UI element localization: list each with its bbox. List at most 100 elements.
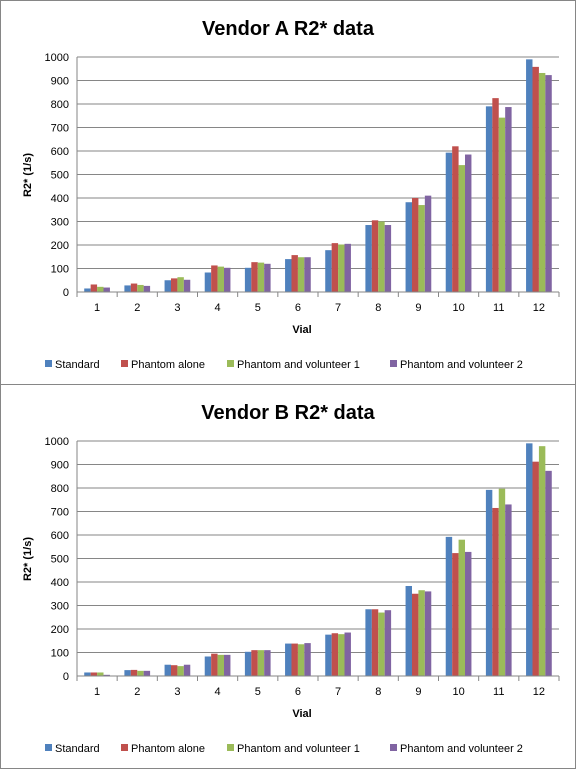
bar-phantom-alone-vial-9 (411, 198, 419, 292)
bar-phantom-alone-vial-4 (211, 653, 218, 676)
bar-standard-vial-1 (84, 288, 91, 292)
bar-phantom-alone-vial-12 (532, 66, 539, 293)
bar-phantom-and-volunteer-1-vial-6 (297, 644, 305, 676)
bar-phantom-alone-vial-3 (170, 665, 178, 676)
x-tick-label: 9 (415, 302, 421, 314)
bar-phantom-alone-vial-2 (130, 669, 138, 676)
bar-phantom-and-volunteer-1-vial-10 (458, 165, 466, 292)
y-tick-label: 500 (51, 554, 69, 566)
bar-standard-vial-2 (124, 670, 131, 676)
legend-label-phantom-volunteer-2: Phantom and volunteer 2 (400, 743, 523, 755)
bar-phantom-alone-vial-9 (411, 593, 419, 676)
bar-phantom-and-volunteer-1-vial-9 (418, 590, 425, 676)
x-tick-label: 2 (134, 686, 140, 698)
bar-phantom-and-volunteer-1-vial-2 (137, 670, 144, 676)
bar-phantom-and-volunteer-1-vial-12 (538, 446, 546, 676)
y-tick-label: 700 (51, 507, 69, 519)
bar-standard-vial-5 (244, 267, 252, 292)
bar-phantom-and-volunteer-2-vial-2 (143, 670, 151, 676)
legend-label-phantom-volunteer-1: Phantom and volunteer 1 (237, 743, 360, 755)
bar-phantom-and-volunteer-1-vial-7 (338, 244, 345, 292)
y-tick-label: 100 (51, 648, 69, 660)
y-tick-label: 400 (51, 577, 69, 589)
bar-standard-vial-11 (485, 489, 493, 676)
x-tick-label: 1 (94, 302, 100, 314)
bar-phantom-and-volunteer-1-vial-9 (418, 205, 425, 292)
bar-phantom-and-volunteer-1-vial-5 (257, 262, 265, 292)
bar-phantom-and-volunteer-2-vial-9 (424, 195, 432, 292)
bar-standard-vial-10 (445, 536, 453, 676)
x-tick-label: 10 (452, 686, 464, 698)
x-tick-label: 2 (134, 302, 140, 314)
x-tick-label: 7 (335, 686, 341, 698)
x-tick-label: 6 (295, 686, 301, 698)
bar-phantom-and-volunteer-1-vial-1 (97, 672, 104, 676)
y-tick-label: 900 (51, 76, 69, 88)
bar-phantom-alone-vial-5 (251, 262, 258, 292)
bar-phantom-and-volunteer-1-vial-8 (378, 221, 385, 292)
chart-panel-vendor-a: Vendor A R2* data Vial R2* (1/s) Standar… (0, 0, 576, 385)
legend-swatch-standard (45, 360, 52, 367)
bar-standard-vial-7 (325, 634, 332, 676)
bar-standard-vial-2 (124, 285, 131, 292)
bar-standard-vial-11 (485, 106, 493, 292)
legend-swatch-standard (45, 744, 52, 751)
x-tick-label: 11 (493, 302, 504, 314)
legend-label-standard: Standard (55, 743, 100, 755)
bar-phantom-and-volunteer-2-vial-12 (545, 470, 552, 676)
x-tick-label: 8 (375, 302, 381, 314)
y-tick-label: 500 (51, 170, 69, 182)
bar-standard-vial-3 (164, 280, 171, 292)
bar-standard-vial-4 (204, 272, 212, 292)
bar-phantom-and-volunteer-1-vial-3 (177, 277, 184, 292)
bar-standard-vial-12 (526, 59, 533, 292)
y-tick-label: 600 (51, 146, 69, 158)
x-tick-label: 11 (493, 686, 504, 698)
y-tick-label: 100 (51, 264, 69, 276)
bar-standard-vial-9 (405, 585, 412, 676)
bar-phantom-alone-vial-8 (371, 220, 379, 292)
x-tick-label: 4 (215, 686, 221, 698)
bar-phantom-and-volunteer-1-vial-12 (538, 72, 546, 292)
x-tick-label: 3 (174, 686, 180, 698)
bar-phantom-and-volunteer-2-vial-10 (465, 154, 472, 292)
y-tick-label: 300 (51, 217, 69, 229)
bar-phantom-and-volunteer-2-vial-1 (103, 287, 110, 292)
legend-label-standard: Standard (55, 359, 100, 371)
bar-phantom-alone-vial-1 (90, 672, 98, 676)
bar-phantom-and-volunteer-2-vial-10 (465, 551, 472, 676)
chart-panel-vendor-b: Vendor B R2* data Vial R2* (1/s) Standar… (0, 384, 576, 769)
legend-swatch-phantom-alone (121, 744, 128, 751)
y-tick-label: 1000 (45, 52, 69, 64)
bar-standard-vial-5 (244, 651, 252, 676)
legend-swatch-phantom-volunteer-2 (390, 744, 397, 751)
bar-phantom-and-volunteer-1-vial-2 (137, 284, 144, 292)
bar-phantom-and-volunteer-1-vial-11 (498, 488, 506, 676)
bar-phantom-and-volunteer-1-vial-4 (217, 654, 225, 676)
bar-phantom-and-volunteer-2-vial-2 (143, 285, 151, 292)
bar-phantom-and-volunteer-1-vial-11 (498, 117, 506, 292)
bar-phantom-alone-vial-6 (291, 643, 298, 676)
y-tick-label: 700 (51, 123, 69, 135)
chart-title: Vendor A R2* data (202, 18, 375, 40)
y-tick-label: 400 (51, 193, 69, 205)
x-axis-label: Vial (292, 324, 311, 336)
bar-phantom-and-volunteer-2-vial-6 (304, 257, 311, 292)
bar-phantom-and-volunteer-1-vial-4 (217, 266, 225, 292)
bar-phantom-alone-vial-2 (130, 283, 138, 292)
x-tick-label: 8 (375, 686, 381, 698)
bar-standard-vial-8 (365, 225, 372, 292)
bar-phantom-and-volunteer-2-vial-9 (424, 591, 432, 676)
legend-swatch-phantom-volunteer-1 (227, 744, 234, 751)
x-tick-label: 7 (335, 302, 341, 314)
bar-phantom-and-volunteer-1-vial-10 (458, 539, 466, 676)
bar-phantom-and-volunteer-2-vial-11 (505, 504, 512, 676)
x-tick-label: 5 (255, 686, 261, 698)
bar-phantom-and-volunteer-2-vial-7 (344, 243, 351, 292)
bar-phantom-and-volunteer-1-vial-5 (257, 650, 265, 676)
bar-phantom-and-volunteer-2-vial-6 (304, 643, 311, 676)
x-tick-label: 3 (174, 302, 180, 314)
bar-phantom-and-volunteer-1-vial-1 (97, 286, 104, 292)
y-tick-label: 0 (63, 287, 69, 299)
